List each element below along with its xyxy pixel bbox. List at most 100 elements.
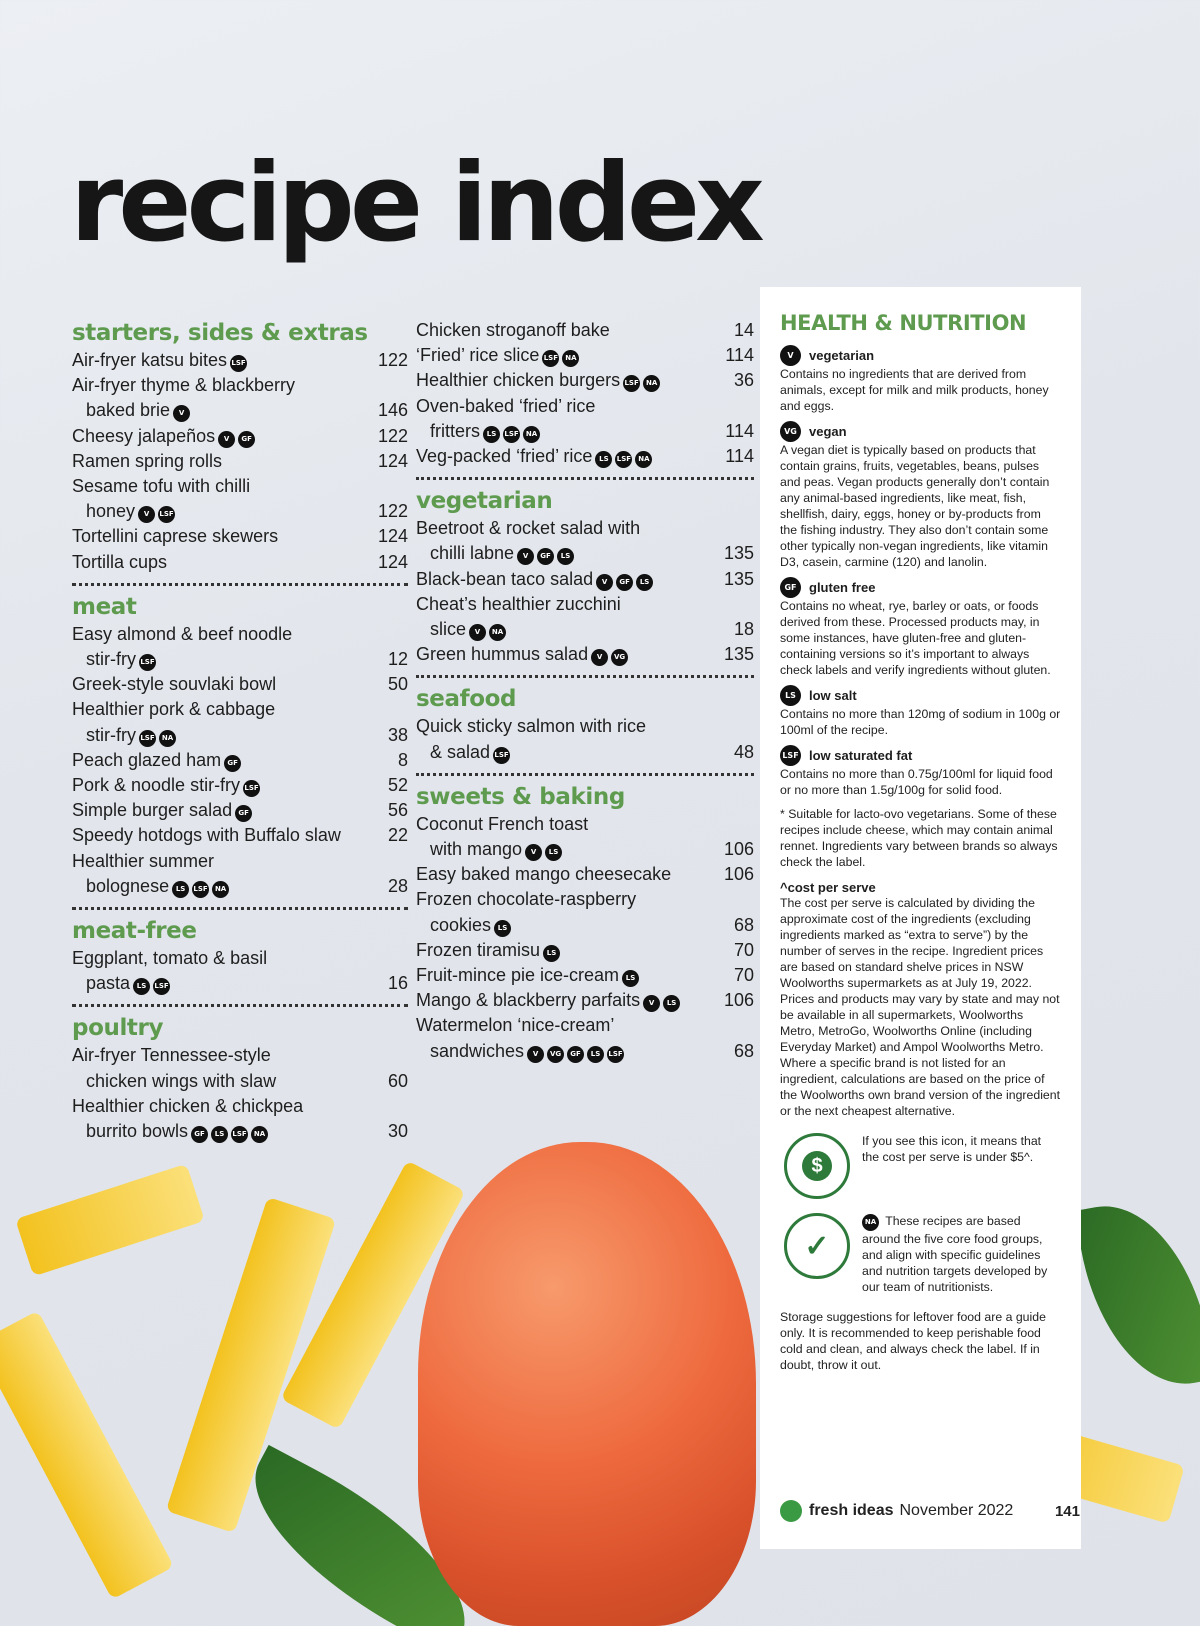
- index-entry: Ramen spring rolls 124: [72, 449, 408, 474]
- diet-badge-icon: VG: [547, 1045, 565, 1063]
- recipe-name: baked brie V: [86, 398, 191, 423]
- index-entry: Frozen tiramisu LS 70: [416, 938, 754, 963]
- recipe-name: Coconut French toast: [416, 813, 589, 834]
- page-ref: 8: [397, 749, 408, 770]
- footer-issue: November 2022: [899, 1502, 1014, 1519]
- diet-badge-icon: GF: [235, 805, 253, 823]
- diet-badge-icon: V: [469, 624, 487, 642]
- page-ref: 106: [723, 839, 754, 860]
- index-entry: chilli labne V GF LS 135: [416, 541, 754, 566]
- diet-badge-icon: V: [218, 430, 236, 448]
- cost-heading: ^cost per serve: [780, 880, 876, 895]
- recipe-name: Air-fryer thyme & blackberry: [72, 375, 296, 396]
- diet-badge-icon: V: [525, 844, 543, 862]
- recipe-name: Chicken stroganoff bake: [416, 320, 610, 340]
- index-entry: Sesame tofu with chilli: [72, 474, 408, 499]
- index-entry: Fruit-mince pie ice-cream LS 70: [416, 963, 754, 988]
- diet-definition-text: Contains no wheat, rye, barley or oats, …: [780, 599, 1051, 677]
- index-entry: Tortilla cups 124: [72, 550, 408, 575]
- nutritionally-approved-text: NA These recipes are based around the fi…: [862, 1214, 1048, 1294]
- diet-badge-icon: V: [173, 405, 191, 423]
- diet-badge-icon: GF: [224, 754, 242, 772]
- index-entry: Healthier summer: [72, 849, 408, 874]
- diet-badge-icon: LS: [494, 919, 512, 937]
- index-entry: Healthier pork & cabbage: [72, 697, 408, 722]
- section-heading: starters, sides & extras: [72, 320, 368, 346]
- budget-friendly-row: $ If you see this icon, it means that th…: [780, 1133, 1061, 1199]
- diet-badge-icon: V: [517, 548, 535, 566]
- section-heading: meat: [72, 593, 137, 620]
- recipe-name: cookies LS: [430, 913, 512, 938]
- index-entry: baked brie V 146: [72, 398, 408, 423]
- diet-definition-text: Contains no more than 120mg of sodium in…: [780, 707, 1061, 737]
- diet-badge-icon: LS: [545, 844, 563, 862]
- diet-badge-icon: V: [780, 345, 801, 366]
- page-ref: 124: [377, 526, 408, 547]
- diet-badge-icon: LSF: [158, 506, 176, 524]
- page-ref: 36: [733, 370, 754, 391]
- diet-badge-icon: GF: [616, 573, 634, 591]
- page-ref: 146: [377, 400, 408, 421]
- recipe-name: sandwiches V VG GF LS LSF: [430, 1040, 625, 1063]
- diet-badge-icon: NA: [212, 880, 230, 898]
- page-ref: 122: [377, 501, 408, 522]
- recipe-name: stir-fry LSF: [86, 649, 156, 672]
- recipe-name: Air-fryer katsu bites LSF: [72, 350, 248, 372]
- diet-badge-icon: LSF: [138, 729, 156, 747]
- diet-badge-icon: LSF: [780, 745, 801, 766]
- diet-badge-icon: GF: [567, 1045, 585, 1063]
- index-entry: Frozen chocolate-raspberry: [416, 887, 754, 912]
- diet-badge-icon: LSF: [503, 425, 521, 443]
- page-ref: 16: [387, 973, 408, 994]
- index-entry: Green hummus salad V VG 135: [416, 642, 754, 667]
- recipe-name: chilli labne V GF LS: [430, 541, 575, 566]
- index-entry: Black-bean taco salad V GF LS 135: [416, 567, 754, 592]
- page-ref: 12: [387, 649, 408, 670]
- page-ref: 114: [725, 345, 754, 366]
- recipe-name: Mango & blackberry parfaits V LS: [416, 988, 681, 1013]
- diet-badge-icon: LSF: [615, 451, 633, 469]
- diet-badge-icon: LSF: [243, 780, 261, 798]
- section-heading: sweets & baking: [416, 783, 625, 810]
- section-divider: [416, 477, 754, 481]
- diet-badge-icon: NA: [523, 425, 541, 443]
- woolworths-logo-icon: [780, 1500, 802, 1522]
- diet-badge-icon: LSF: [623, 375, 641, 393]
- index-entry: Pork & noodle stir-fry LSF 52: [72, 773, 408, 798]
- index-entry: fritters LS LSF NA 114: [416, 419, 754, 444]
- nutritionally-approved-icon: ✓: [784, 1213, 850, 1279]
- diet-badge-icon: LS: [172, 880, 190, 898]
- page-ref: 56: [387, 800, 408, 821]
- recipe-name: chicken wings with slaw: [86, 1070, 277, 1091]
- index-entry: burrito bowls GF LS LSF NA 30: [72, 1119, 408, 1144]
- page-ref: 60: [387, 1070, 408, 1091]
- diet-badge-icon: V: [591, 649, 609, 667]
- page-ref: 52: [387, 775, 408, 796]
- diet-definition-text: Contains no ingredients that are derived…: [780, 367, 1049, 413]
- recipe-name: Black-bean taco salad V GF LS: [416, 567, 654, 592]
- diet-badge-icon: LSF: [542, 350, 560, 368]
- recipe-name: Quick sticky salmon with rice: [416, 716, 647, 737]
- recipe-name: Healthier summer: [72, 850, 215, 871]
- recipe-name: Tortilla cups: [72, 551, 168, 572]
- recipe-name: pasta LS LSF: [86, 973, 171, 996]
- recipe-name: Cheesy jalapeños V GF: [72, 424, 256, 449]
- diet-definition-heading: GF gluten free: [780, 577, 1061, 598]
- index-entry: Mango & blackberry parfaits V LS 106: [416, 988, 754, 1013]
- recipe-name: Sesame tofu with chilli: [72, 476, 251, 497]
- page-title: recipe index: [70, 141, 765, 266]
- page-ref: 14: [733, 320, 754, 340]
- page-ref: 18: [733, 619, 754, 640]
- recipe-name: Peach glazed ham GF: [72, 748, 242, 773]
- recipe-name: Veg-packed ‘fried’ rice LS LSF NA: [416, 444, 653, 469]
- section-divider: [416, 772, 754, 776]
- diet-badge-icon: LS: [543, 944, 561, 962]
- section-divider: [72, 1004, 408, 1008]
- diet-badge-icon: GF: [191, 1126, 209, 1144]
- recipe-name: Eggplant, tomato & basil: [72, 948, 268, 969]
- recipe-name: Air-fryer Tennessee-style: [72, 1045, 271, 1066]
- diet-badge-icon: LSF: [607, 1045, 625, 1063]
- page-ref: 68: [733, 914, 754, 935]
